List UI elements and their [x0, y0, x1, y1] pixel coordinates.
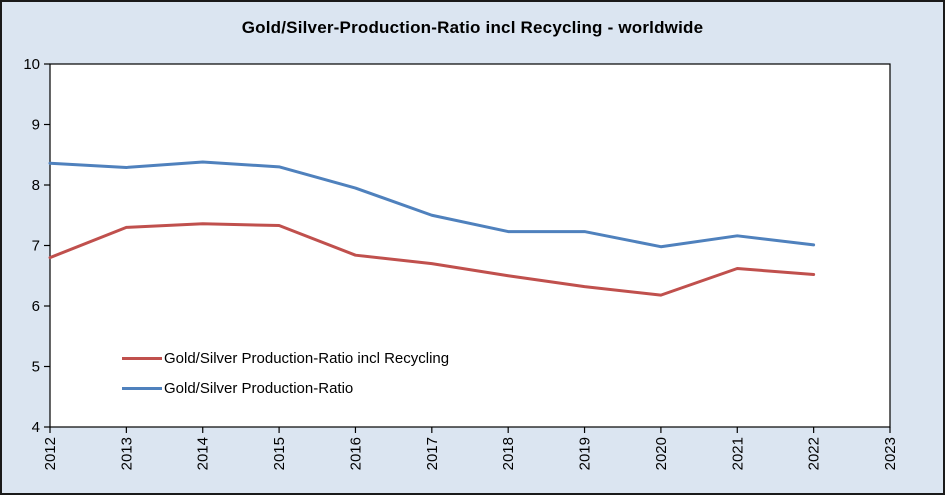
- x-axis-tick-label: 2013: [118, 437, 135, 470]
- plot-area: [49, 63, 891, 428]
- y-axis-tick-label: 8: [32, 177, 40, 194]
- legend-line-swatch-blue: [122, 386, 162, 390]
- series-line-incl-recycling: [48, 222, 816, 297]
- x-axis-tick-label: 2015: [271, 437, 288, 470]
- legend-label: Gold/Silver Production-Ratio incl Recycl…: [164, 349, 450, 367]
- x-axis-tick-label: 2019: [577, 437, 594, 470]
- chart-title: Gold/Silver-Production-Ratio incl Recycl…: [241, 18, 704, 37]
- x-axis-tick-label: 2023: [882, 437, 899, 470]
- y-axis-tick-label: 10: [23, 56, 40, 73]
- x-axis-tick-label: 2020: [653, 437, 670, 470]
- x-axis-tick-label: 2014: [195, 437, 212, 470]
- x-axis-tick-label: 2016: [347, 437, 364, 470]
- x-axis-tick-label: 2018: [500, 437, 517, 470]
- x-axis-tick-label: 2012: [42, 437, 59, 470]
- x-axis-tick-label: 2021: [729, 437, 746, 470]
- y-axis-tick-label: 6: [32, 298, 40, 315]
- y-axis-tick-label: 9: [32, 117, 40, 134]
- x-axis-tick-label: 2022: [806, 437, 823, 470]
- legend-line-swatch-red: [122, 356, 162, 360]
- x-axis-tick-label: 2017: [424, 437, 441, 470]
- legend-label: Gold/Silver Production-Ratio: [164, 379, 354, 397]
- y-axis-tick-label: 4: [32, 419, 40, 436]
- legend-item-production-ratio: Gold/Silver Production-Ratio: [122, 373, 449, 403]
- y-axis-tick-label: 5: [32, 359, 40, 376]
- series-line-production-ratio: [48, 160, 816, 249]
- legend-item-incl-recycling: Gold/Silver Production-Ratio incl Recycl…: [122, 343, 449, 373]
- chart-legend: Gold/Silver Production-Ratio incl Recycl…: [122, 343, 449, 403]
- y-axis-tick-label: 7: [32, 238, 40, 255]
